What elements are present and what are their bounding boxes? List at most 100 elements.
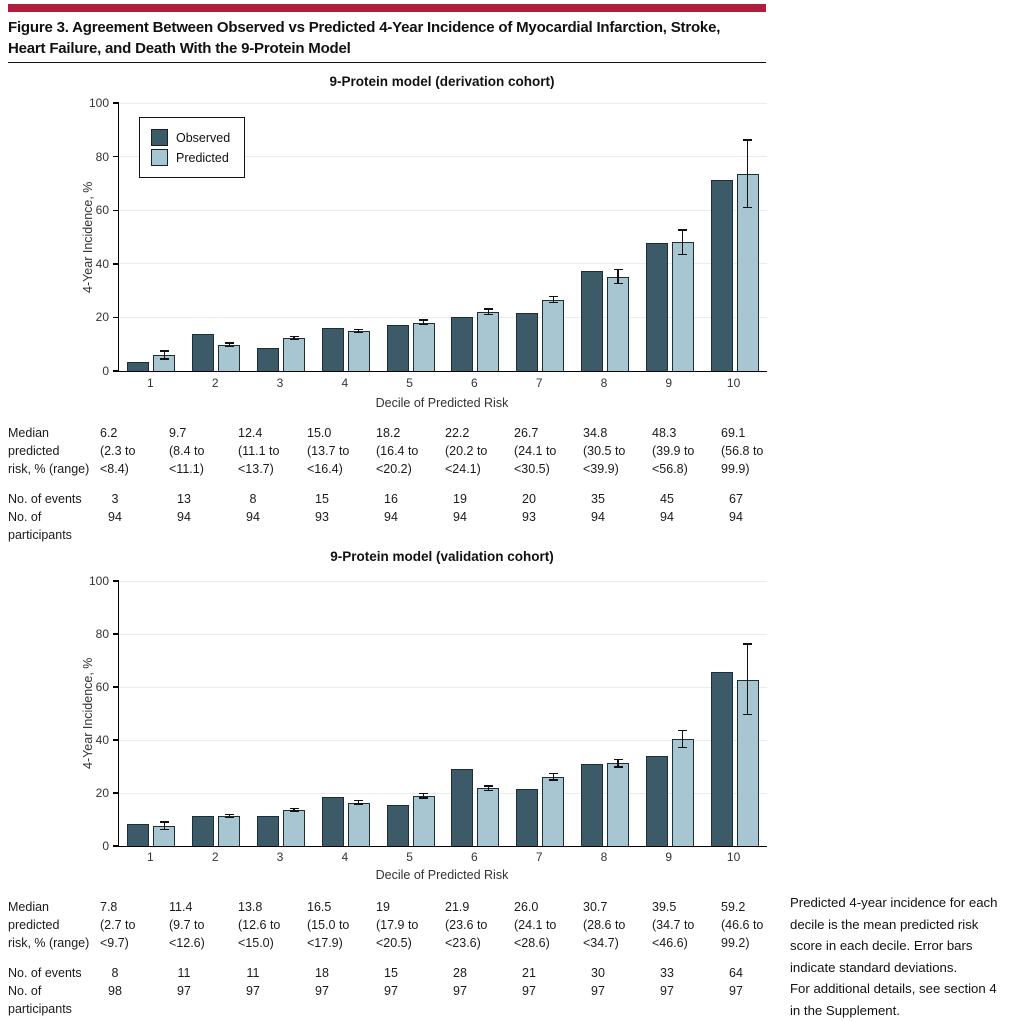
error-bar-cap-bottom xyxy=(224,346,234,348)
error-bar-cap-bottom xyxy=(159,358,169,360)
observed-swatch xyxy=(151,129,168,146)
error-bar xyxy=(552,295,554,304)
error-bar-cap-bottom xyxy=(224,816,234,819)
table-value: 8 xyxy=(249,492,257,506)
table-cell: 94 xyxy=(169,508,233,526)
observed-bar xyxy=(516,788,539,846)
table-value: 20 xyxy=(522,492,536,506)
observed-bar xyxy=(645,755,668,846)
table-cell: 15 xyxy=(376,964,440,982)
predicted-bar xyxy=(671,739,694,846)
table-cell: 33 xyxy=(652,964,716,982)
table-cell: 98 xyxy=(100,982,164,1000)
table-value: 21 xyxy=(522,966,536,980)
x-tick-label: 3 xyxy=(276,376,284,390)
y-tick-label: 80 xyxy=(95,149,109,164)
table-value: 97 xyxy=(591,984,605,998)
table-value: 67 xyxy=(729,492,743,506)
error-bar xyxy=(358,329,360,334)
x-tick-label: 10 xyxy=(726,376,741,390)
predicted-bar xyxy=(347,331,370,371)
x-tick-label: 5 xyxy=(406,850,413,864)
table-cell: 20 xyxy=(514,490,578,508)
table-cell: 12.4 (11.1 to <13.7) xyxy=(238,426,280,476)
table-cell: 9.7 (8.4 to <11.1) xyxy=(169,426,205,476)
x-tick-label: 1 xyxy=(147,376,154,390)
table-cell: 97 xyxy=(514,982,578,1000)
title-divider xyxy=(8,62,766,63)
error-bar xyxy=(422,793,425,799)
error-bar xyxy=(617,759,619,768)
table-cell: 19 (17.9 to <20.5) xyxy=(376,900,419,950)
x-tick-label: 8 xyxy=(600,376,608,390)
table-cell: 93 xyxy=(514,508,578,526)
error-bar-cap-top xyxy=(548,295,558,297)
predicted-swatch xyxy=(151,149,168,166)
table-value: 28 xyxy=(453,966,467,980)
error-bar xyxy=(746,643,749,716)
error-bar xyxy=(163,350,166,360)
y-tick-label: 0 xyxy=(102,364,109,378)
table-value: 93 xyxy=(522,510,536,524)
table-cell: 94 xyxy=(583,508,647,526)
table-value: 94 xyxy=(453,510,467,524)
x-axis-label-validation: Decile of Predicted Risk xyxy=(375,868,509,882)
observed-bar xyxy=(321,796,344,846)
gridline xyxy=(119,739,767,741)
table-cell: 94 xyxy=(652,508,716,526)
observed-bar xyxy=(386,325,409,371)
table-row-label: Median predicted risk, % (range) xyxy=(8,900,90,950)
error-bar-cap-bottom xyxy=(289,338,299,341)
table-cell: 69.1 (56.8 to 99.9) xyxy=(721,426,764,476)
x-tick-label: 4 xyxy=(341,376,349,390)
predicted-bar xyxy=(671,242,694,371)
y-axis-tick xyxy=(112,155,119,158)
table-value: 94 xyxy=(591,510,605,524)
observed-bar xyxy=(127,362,150,371)
table-cell: 8 xyxy=(238,490,302,508)
decile-table-validation: Median predicted risk, % (range) 7.8 (2.7… xyxy=(8,898,798,1016)
table-cell: 30 xyxy=(583,964,647,982)
plot-area-validation: 4-Year Incidence, % 0 20 40 60 80 100 xyxy=(81,574,767,853)
table-cell: 11.4 (9.7 to <12.6) xyxy=(169,900,205,950)
error-bar xyxy=(422,319,425,326)
table-row-label: No. of events xyxy=(8,492,82,506)
gridline xyxy=(119,792,767,794)
table-cell: 64 xyxy=(721,964,785,982)
observed-bar xyxy=(516,313,539,371)
table-cell: 16 xyxy=(376,490,440,508)
observed-bar xyxy=(321,327,344,371)
table-cell: 45 xyxy=(652,490,716,508)
y-tick-label: 100 xyxy=(88,574,109,588)
error-bar-cap-bottom xyxy=(613,766,623,768)
figure-title: Figure 3. Agreement Between Observed vs … xyxy=(8,17,778,59)
y-tick-label: 20 xyxy=(95,310,109,325)
table-cell: 93 xyxy=(307,508,371,526)
gridline xyxy=(119,263,767,265)
x-axis-label-derivation: Decile of Predicted Risk xyxy=(375,396,509,410)
table-value: 15 xyxy=(384,966,398,980)
table-value: 30 xyxy=(591,966,605,980)
table-value: 97 xyxy=(177,984,191,998)
predicted-bar xyxy=(218,345,241,371)
y-axis-tick xyxy=(112,686,119,688)
table-value: 33 xyxy=(660,966,674,980)
table-value: 13 xyxy=(177,492,191,506)
table-cell: 11 xyxy=(238,964,302,982)
accent-rule xyxy=(8,4,766,12)
chart-title-validation: 9-Protein model (validation cohort) xyxy=(330,549,554,564)
table-cell: 21 xyxy=(514,964,578,982)
error-bar-cap-bottom xyxy=(419,797,429,799)
x-tick-label: 4 xyxy=(341,850,349,864)
table-row-label: No. of participants xyxy=(8,984,72,1016)
y-tick-label: 100 xyxy=(88,96,109,110)
y-axis-tick xyxy=(112,316,119,319)
error-bar-cap-bottom xyxy=(548,302,558,304)
x-axis-ticks-derivation: 1 2 3 4 5 6 7 8 9 10 xyxy=(118,376,766,390)
table-value: 19 xyxy=(453,492,467,506)
table-cell: 21.9 (23.6 to <23.6) xyxy=(445,900,488,950)
error-bar-cap-bottom xyxy=(678,747,688,749)
predicted-bar xyxy=(477,312,500,371)
table-cell: 11 xyxy=(169,964,233,982)
chart-title-derivation: 9-Protein model (derivation cohort) xyxy=(329,74,555,89)
